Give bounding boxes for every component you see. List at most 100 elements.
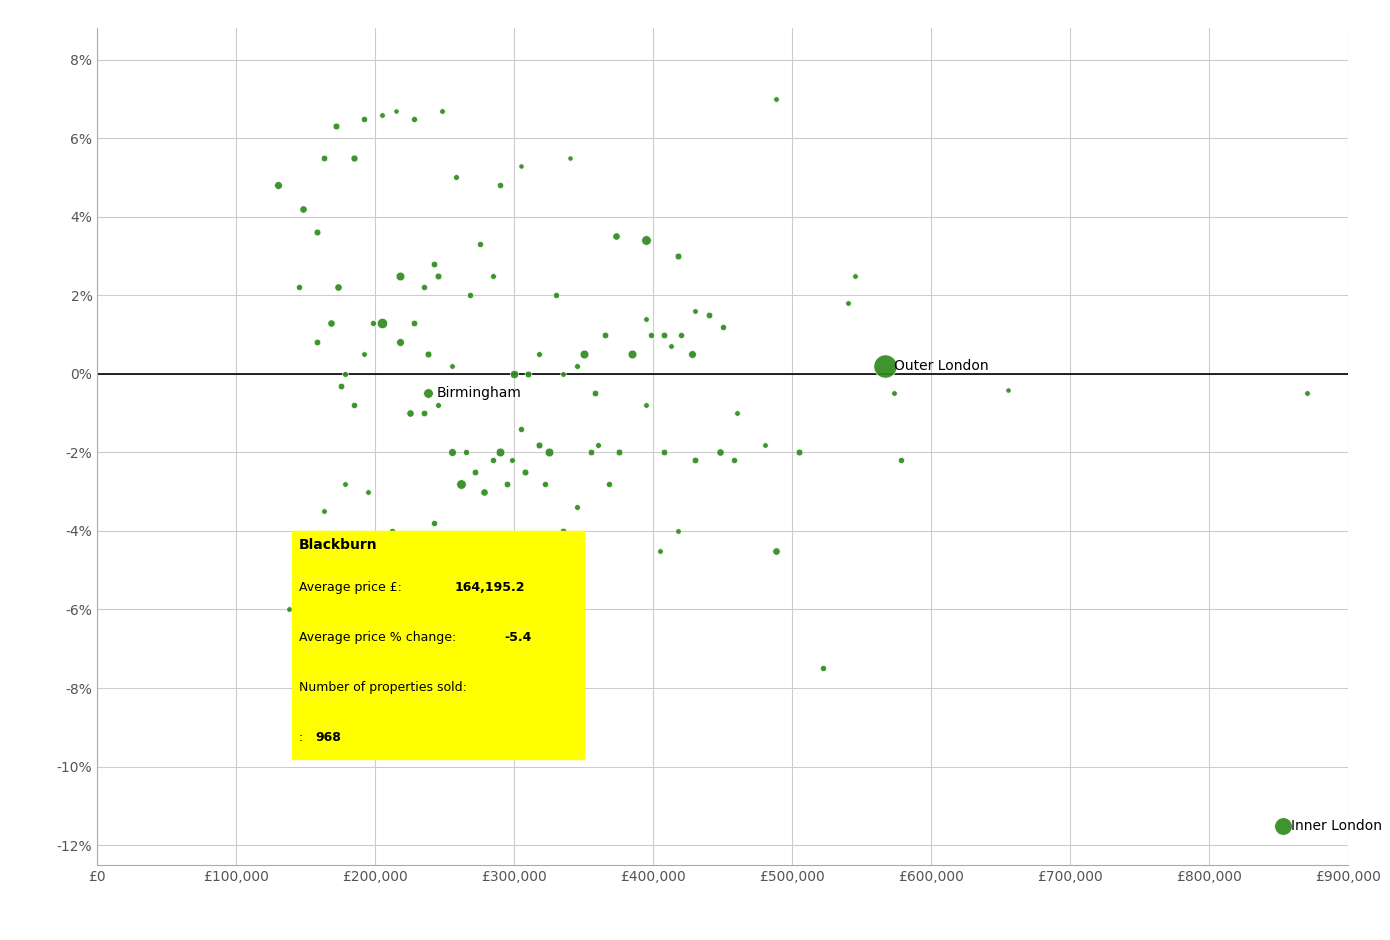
Point: [552, 367, 574, 382]
Point: [292, 201, 314, 216]
Point: [413, 602, 435, 617]
Point: [468, 237, 491, 252]
Point: [573, 347, 595, 362]
Point: [413, 280, 435, 295]
Text: Inner London: Inner London: [1291, 819, 1382, 833]
Point: [621, 347, 644, 362]
Point: [496, 621, 518, 636]
Point: [413, 405, 435, 420]
Point: [500, 453, 523, 468]
Point: [313, 150, 335, 165]
Point: [670, 327, 692, 342]
Point: [313, 504, 335, 519]
Point: [353, 347, 375, 362]
Point: [520, 621, 542, 636]
Point: [423, 515, 445, 530]
Point: [712, 320, 734, 335]
Point: [605, 228, 627, 243]
Point: [660, 338, 682, 353]
Point: [297, 634, 320, 649]
Point: [528, 437, 550, 452]
Point: [489, 178, 512, 193]
Point: [445, 551, 467, 566]
Point: [559, 150, 581, 165]
Point: [348, 563, 370, 578]
Point: [334, 477, 356, 492]
Point: [427, 268, 449, 283]
Point: [649, 543, 671, 558]
Point: [278, 602, 300, 617]
Point: [489, 445, 512, 460]
Text: Birmingham: Birmingham: [436, 386, 521, 400]
Point: [681, 347, 703, 362]
Point: [594, 327, 616, 342]
Point: [441, 445, 463, 460]
Point: [385, 103, 407, 118]
Point: [837, 295, 859, 310]
Point: [455, 445, 477, 460]
Point: [635, 398, 657, 413]
Point: [361, 315, 384, 330]
Point: [765, 91, 787, 106]
Point: [403, 111, 425, 126]
Point: [709, 445, 731, 460]
Point: [607, 445, 630, 460]
Point: [883, 386, 905, 401]
Point: [653, 327, 676, 342]
Point: [890, 453, 912, 468]
Point: [684, 453, 706, 468]
Point: [314, 578, 336, 593]
Point: [371, 107, 393, 122]
Point: [598, 477, 620, 492]
Point: [417, 386, 439, 401]
Text: Average price £:: Average price £:: [299, 581, 406, 594]
Point: [496, 477, 518, 492]
Text: Blackburn: Blackburn: [299, 538, 378, 552]
Text: :: :: [299, 731, 307, 744]
Point: [812, 661, 834, 676]
Point: [510, 421, 532, 436]
Text: Average price % change:: Average price % change:: [299, 631, 460, 644]
Point: [381, 524, 403, 539]
Point: [389, 268, 411, 283]
Point: [473, 531, 495, 546]
Point: [538, 445, 560, 460]
Point: [306, 335, 328, 350]
Point: [684, 304, 706, 319]
Point: [445, 170, 467, 185]
Point: [1272, 818, 1294, 833]
Point: [361, 583, 384, 598]
Point: [399, 405, 421, 420]
Point: [399, 602, 421, 617]
Point: [441, 358, 463, 373]
Point: [653, 445, 676, 460]
Point: [327, 280, 349, 295]
Point: [874, 358, 897, 373]
Point: [510, 158, 532, 173]
Point: [329, 378, 352, 393]
Point: [417, 347, 439, 362]
Point: [459, 288, 481, 303]
Point: [353, 111, 375, 126]
Point: [580, 445, 602, 460]
Point: [267, 178, 289, 193]
Point: [753, 437, 776, 452]
Point: [427, 398, 449, 413]
Point: [566, 358, 588, 373]
Point: [534, 477, 556, 492]
Point: [325, 118, 348, 133]
Point: [482, 268, 505, 283]
Point: [517, 367, 539, 382]
Point: [765, 543, 787, 558]
Point: [320, 315, 342, 330]
Text: 968: 968: [316, 731, 342, 744]
Text: 164,195.2: 164,195.2: [455, 581, 525, 594]
Point: [322, 563, 345, 578]
Point: [503, 367, 525, 382]
Text: Number of properties sold:: Number of properties sold:: [299, 682, 467, 695]
Text: -5.4: -5.4: [505, 631, 532, 644]
Point: [450, 477, 473, 492]
Point: [431, 103, 453, 118]
Point: [334, 367, 356, 382]
Point: [371, 315, 393, 330]
